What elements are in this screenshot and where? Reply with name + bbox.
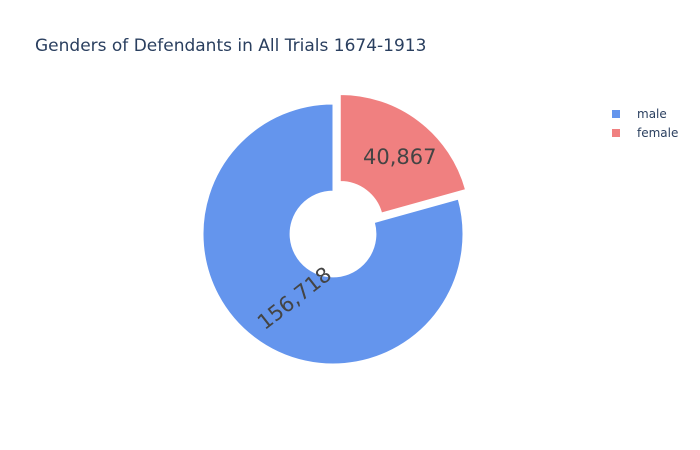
- legend-label-male: male: [637, 107, 667, 121]
- legend-item-male[interactable]: male: [612, 107, 667, 121]
- legend-swatch-female: [612, 129, 620, 137]
- slices-group: [202, 93, 467, 365]
- legend-item-female[interactable]: female: [612, 126, 678, 140]
- legend-label-female: female: [637, 126, 678, 140]
- legend[interactable]: male female: [612, 107, 678, 140]
- legend-swatch-male: [612, 110, 620, 118]
- slice-label-female: 40,867: [363, 145, 436, 169]
- pie-slice-female[interactable]: [339, 93, 467, 214]
- chart-title: Genders of Defendants in All Trials 1674…: [35, 36, 426, 56]
- pie-slice-male[interactable]: [202, 103, 464, 365]
